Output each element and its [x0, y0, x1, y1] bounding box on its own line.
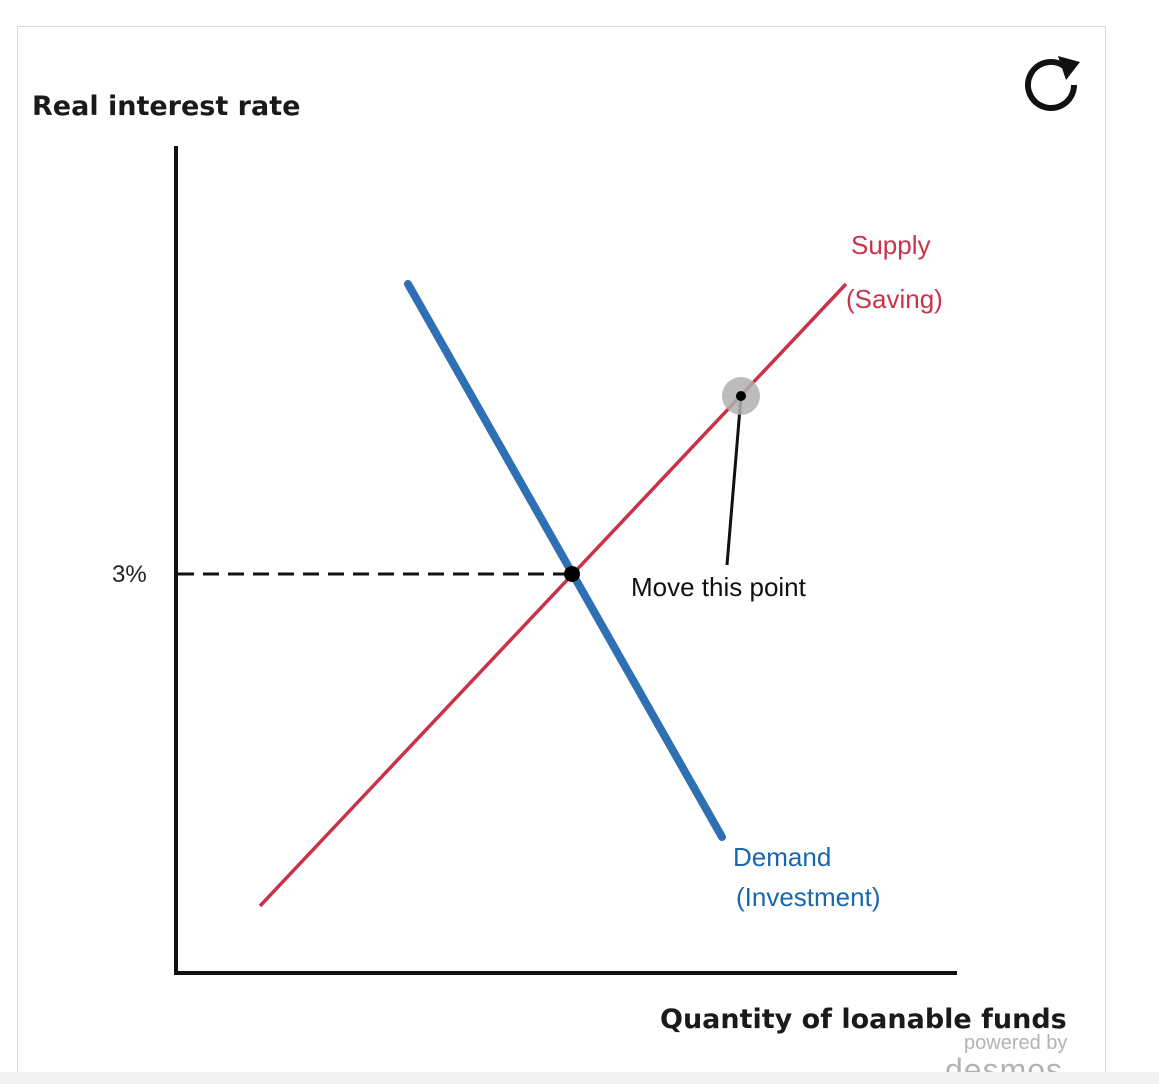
move-point-annotation: Move this point	[631, 572, 806, 602]
reset-button[interactable]	[1018, 52, 1084, 112]
desmos-logo[interactable]: desmos	[945, 1054, 1064, 1072]
y-axis-title: Real interest rate	[32, 91, 301, 122]
demand-curve	[404, 280, 726, 841]
y-tick-label-3-percent: 3%	[112, 561, 147, 588]
equilibrium-point	[564, 566, 580, 582]
reset-icon[interactable]	[1018, 52, 1084, 112]
supply-label-line1: Supply	[851, 230, 931, 260]
powered-by-text: powered by	[964, 1032, 1068, 1054]
demand-label-line2: (Investment)	[736, 882, 881, 912]
supply-label-line2: (Saving)	[846, 284, 943, 314]
draggable-supply-point[interactable]	[722, 377, 760, 415]
annotation-pointer	[725, 395, 743, 566]
x-axis-title: Quantity of loanable funds	[660, 1004, 1067, 1035]
demand-label-line1: Demand	[733, 842, 832, 872]
bottom-strip	[0, 1072, 1159, 1084]
draggable-point-dot[interactable]	[736, 391, 746, 401]
